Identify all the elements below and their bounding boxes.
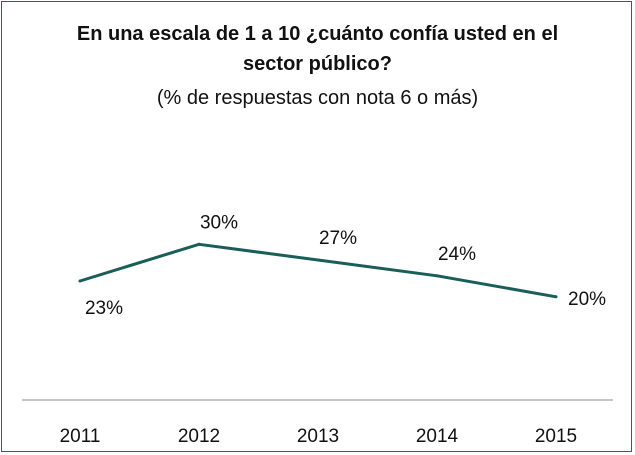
x-tick-label-2015: 2015: [535, 426, 577, 447]
x-tick-label-2012: 2012: [178, 426, 220, 447]
x-tick-label-2011: 2011: [60, 426, 101, 447]
data-label-2013: 27%: [319, 228, 357, 249]
data-point-2011: [78, 279, 82, 283]
data-point-2012: [197, 242, 201, 246]
chart-subtitle: (% de respuestas con nota 6 o más): [156, 87, 479, 109]
data-label-2011: 23%: [85, 298, 123, 319]
data-label-2015: 20%: [568, 289, 606, 310]
series-line: [79, 242, 557, 299]
data-point-2013: [316, 258, 320, 262]
data-point-2014: [435, 274, 439, 278]
x-tick-label-2014: 2014: [416, 426, 459, 447]
data-label-2014: 24%: [438, 244, 476, 265]
chart-title-line-2: sector público?: [243, 53, 392, 75]
data-label-2012: 30%: [200, 212, 238, 233]
chart-title-line-1: En una escala de 1 a 10 ¿cuánto confía u…: [76, 23, 559, 45]
data-point-2015: [554, 295, 558, 299]
x-tick-label-2013: 2013: [297, 426, 339, 447]
